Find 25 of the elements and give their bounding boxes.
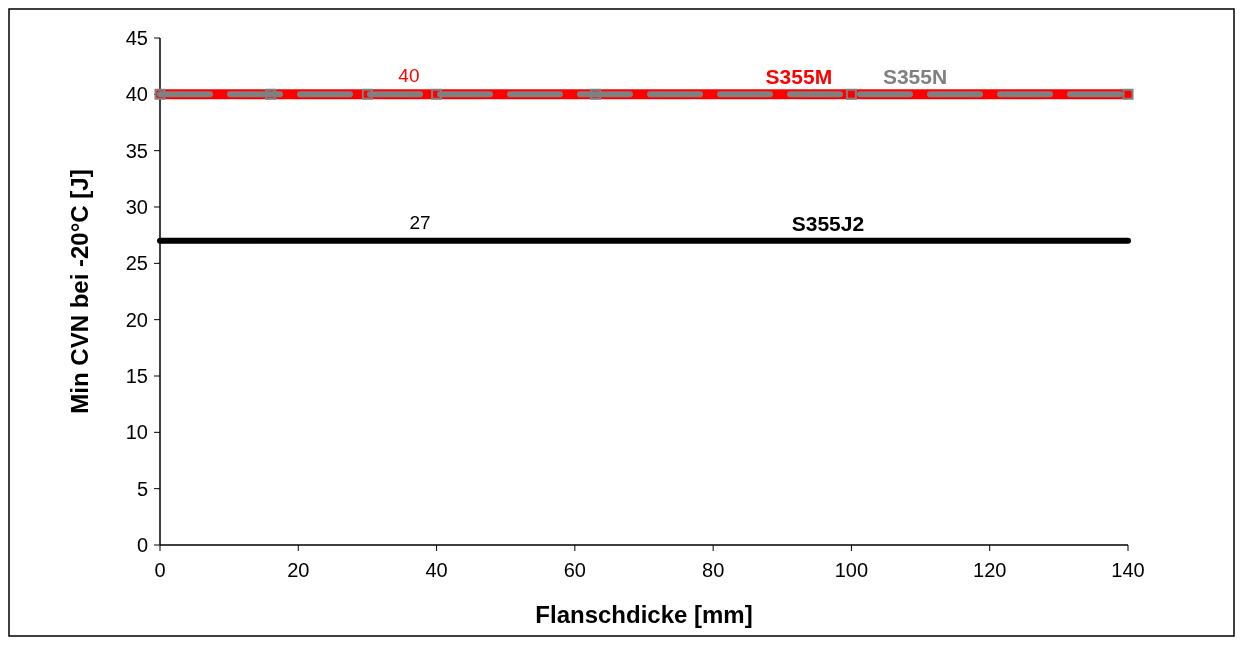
y-tick-label: 15 [125,365,148,387]
x-tick-label: 100 [834,559,869,581]
y-axis-title: Min CVN bei -20°C [J] [66,169,93,414]
y-tick-label: 40 [125,83,148,106]
x-tick-label: 140 [1111,559,1145,581]
x-tick-label: 60 [563,559,586,581]
annotation: 27 [409,211,431,233]
y-tick-label: 10 [125,421,148,444]
y-tick-label: 5 [136,477,148,500]
x-tick-label: 80 [702,559,725,581]
y-tick-label: 35 [125,139,148,162]
x-tick-label: 20 [287,559,310,581]
y-tick-label: 25 [125,252,148,275]
series-label: S355M [765,65,833,89]
y-tick-label: 30 [125,196,148,218]
y-tick-label: 0 [136,534,148,556]
x-tick-label: 40 [425,559,448,581]
x-tick-label: 0 [154,559,166,581]
series-label: S355N [882,65,948,89]
series-label: S355J2 [791,211,865,235]
annotation: 40 [398,65,420,87]
y-tick-label: 45 [125,27,148,49]
x-axis-title: Flanschdicke [mm] [535,601,753,628]
x-tick-label: 120 [973,559,1007,581]
y-tick-label: 20 [125,308,148,331]
